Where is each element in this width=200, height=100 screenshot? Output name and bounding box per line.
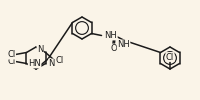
Text: HN: HN xyxy=(28,59,41,68)
Text: Cl: Cl xyxy=(55,56,63,65)
Text: N: N xyxy=(37,44,43,54)
Text: NH: NH xyxy=(104,31,117,40)
Text: Cl: Cl xyxy=(7,50,16,59)
Text: NH: NH xyxy=(117,40,129,49)
Text: N: N xyxy=(48,59,55,68)
Text: Cl: Cl xyxy=(165,52,173,62)
Text: Cl: Cl xyxy=(7,57,16,66)
Text: O: O xyxy=(110,44,116,53)
